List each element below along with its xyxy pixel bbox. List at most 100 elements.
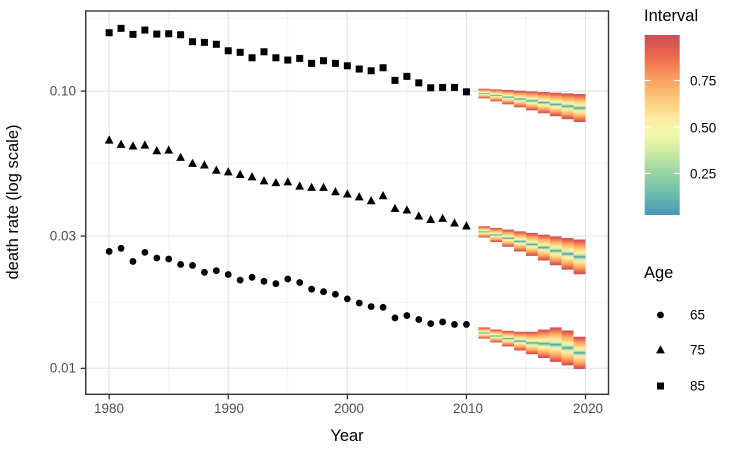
interval-colorbar xyxy=(644,35,680,215)
data-point-age-65 xyxy=(308,285,316,293)
data-point-age-85 xyxy=(212,40,220,48)
data-point-age-75 xyxy=(426,214,436,223)
forecast-fan-column-75 xyxy=(502,229,515,247)
interval-tick-0.75: 0.75 xyxy=(690,73,717,89)
forecast-fan-column-65 xyxy=(514,331,526,351)
age-legend-key-65 xyxy=(657,311,664,319)
data-point-age-85 xyxy=(403,72,411,80)
data-point-age-75 xyxy=(319,182,328,191)
data-point-age-65 xyxy=(260,277,268,285)
interval-tick-0.50: 0.50 xyxy=(690,120,717,136)
data-point-age-85 xyxy=(427,84,435,92)
data-point-age-75 xyxy=(140,140,150,149)
data-point-age-85 xyxy=(343,62,351,70)
data-point-age-65 xyxy=(153,254,161,262)
data-point-age-65 xyxy=(332,290,339,298)
y-tick-label-0.10: 0.10 xyxy=(49,83,76,99)
data-point-age-65 xyxy=(379,303,387,311)
x-axis-title: Year xyxy=(330,427,364,445)
data-point-age-85 xyxy=(284,56,292,64)
data-point-age-75 xyxy=(402,205,412,214)
forecast-fan-column-75 xyxy=(561,238,574,270)
data-point-age-85 xyxy=(165,30,173,38)
data-point-age-75 xyxy=(200,160,209,169)
data-point-age-65 xyxy=(248,273,256,281)
data-point-age-85 xyxy=(379,64,387,72)
data-point-age-65 xyxy=(451,321,458,328)
age-legend-key-85 xyxy=(657,382,664,390)
data-point-age-75 xyxy=(283,177,293,186)
age-legend-key-75 xyxy=(656,345,665,354)
data-point-age-75 xyxy=(164,145,174,154)
data-point-age-65 xyxy=(189,262,196,269)
data-point-age-65 xyxy=(224,271,232,278)
forecast-fan-column-85 xyxy=(537,92,550,114)
forecast-fan-column-75 xyxy=(573,239,586,275)
data-point-age-65 xyxy=(177,261,185,268)
data-point-age-85 xyxy=(200,38,208,46)
y-tick-label-0.01: 0.01 xyxy=(49,360,76,376)
data-point-age-75 xyxy=(295,181,305,190)
data-point-age-65 xyxy=(391,314,399,322)
data-point-age-85 xyxy=(117,24,125,32)
data-point-age-85 xyxy=(439,83,447,91)
data-point-age-75 xyxy=(354,192,364,201)
data-point-age-75 xyxy=(247,172,257,181)
forecast-fan-column-75 xyxy=(525,232,538,256)
data-point-age-85 xyxy=(367,67,375,75)
data-point-age-75 xyxy=(307,182,317,191)
data-point-age-75 xyxy=(128,141,138,150)
forecast-fan-column-65 xyxy=(490,329,503,343)
data-point-age-75 xyxy=(271,177,281,187)
data-point-age-85 xyxy=(415,79,423,87)
age-legend-label-75: 75 xyxy=(690,342,706,358)
data-point-age-85 xyxy=(308,59,316,67)
forecast-fan-column-75 xyxy=(537,234,550,261)
forecast-fan-column-85 xyxy=(490,89,503,102)
data-point-age-65 xyxy=(403,312,411,319)
y-tick-label-0.03: 0.03 xyxy=(49,228,76,244)
data-point-age-75 xyxy=(390,203,400,212)
data-point-age-75 xyxy=(462,221,471,230)
forecast-fan-column-65 xyxy=(549,327,562,362)
x-tick-label-2020: 2020 xyxy=(572,401,604,416)
data-point-age-65 xyxy=(427,320,435,327)
age-legend-label-65: 65 xyxy=(690,307,706,323)
data-point-age-65 xyxy=(463,321,470,328)
data-point-age-65 xyxy=(284,275,292,283)
forecast-fan-column-85 xyxy=(502,90,515,105)
data-point-age-75 xyxy=(331,187,340,196)
forecast-fan-column-65 xyxy=(525,331,538,355)
data-point-age-75 xyxy=(450,218,459,227)
data-point-age-65 xyxy=(272,280,280,288)
data-point-age-85 xyxy=(153,30,161,38)
data-point-age-75 xyxy=(259,176,269,185)
forecast-fan-column-75 xyxy=(549,236,562,266)
data-point-age-65 xyxy=(415,316,423,323)
data-point-age-85 xyxy=(331,59,339,67)
data-point-age-85 xyxy=(451,83,459,91)
data-point-age-75 xyxy=(116,139,126,148)
x-tick-label-2010: 2010 xyxy=(452,401,484,416)
data-point-age-85 xyxy=(141,26,149,34)
data-point-age-85 xyxy=(296,54,304,62)
interval-tick-0.25: 0.25 xyxy=(690,166,717,182)
data-point-age-65 xyxy=(343,295,351,303)
data-point-age-65 xyxy=(201,268,208,276)
x-tick-label-2000: 2000 xyxy=(333,401,365,416)
forecast-fan-column-75 xyxy=(514,231,526,252)
forecast-fan-column-65 xyxy=(573,336,586,369)
data-point-age-65 xyxy=(141,248,149,256)
data-point-age-75 xyxy=(188,158,197,167)
forecast-fan-column-75 xyxy=(478,226,491,238)
age-legend-title: Age xyxy=(644,264,674,282)
data-point-age-75 xyxy=(176,152,186,161)
data-point-age-85 xyxy=(105,29,113,37)
y-axis-title: death rate (log scale) xyxy=(3,124,22,280)
data-point-age-85 xyxy=(391,76,399,84)
data-point-age-65 xyxy=(165,255,173,263)
data-point-age-85 xyxy=(177,31,185,39)
data-point-age-85 xyxy=(224,47,232,55)
